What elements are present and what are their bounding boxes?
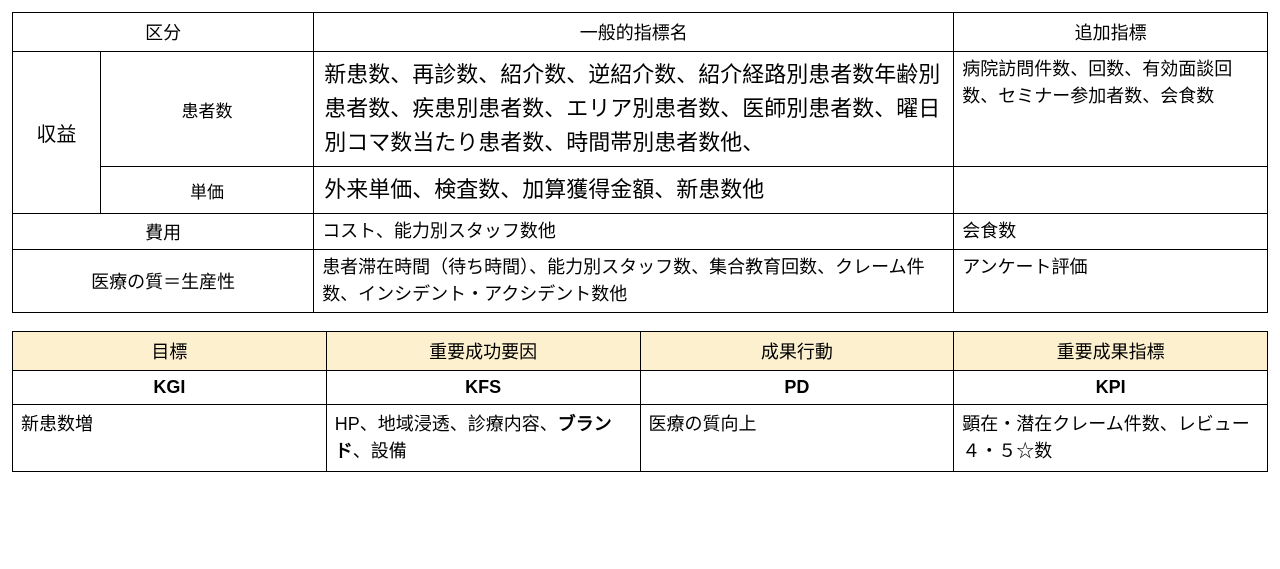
cat-cost: 費用 bbox=[13, 214, 314, 250]
kpi-header-jp-row: 目標 重要成功要因 成果行動 重要成果指標 bbox=[13, 332, 1268, 371]
cell-kpi: 顕在・潜在クレーム件数、レビュー４・５☆数 bbox=[954, 405, 1268, 472]
header-kfs-jp: 重要成功要因 bbox=[326, 332, 640, 371]
header-kgi-en: KGI bbox=[13, 371, 327, 405]
cat-patient-count: 患者数 bbox=[100, 52, 313, 167]
cell-additional: 病院訪問件数、回数、有効面談回数、セミナー参加者数、会食数 bbox=[954, 52, 1268, 167]
header-pd-jp: 成果行動 bbox=[640, 332, 954, 371]
cell-pd: 医療の質向上 bbox=[640, 405, 954, 472]
cat-revenue: 収益 bbox=[13, 52, 101, 214]
kpi-table: 目標 重要成功要因 成果行動 重要成果指標 KGI KFS PD KPI 新患数… bbox=[12, 331, 1268, 472]
header-category: 区分 bbox=[13, 13, 314, 52]
cell-additional: アンケート評価 bbox=[954, 250, 1268, 313]
header-goal-jp: 目標 bbox=[13, 332, 327, 371]
header-kfs-en: KFS bbox=[326, 371, 640, 405]
cell-additional: 会食数 bbox=[954, 214, 1268, 250]
kpi-header-en-row: KGI KFS PD KPI bbox=[13, 371, 1268, 405]
cat-quality: 医療の質＝生産性 bbox=[13, 250, 314, 313]
header-kpi-en: KPI bbox=[954, 371, 1268, 405]
table-row: 費用 コスト、能力別スタッフ数他 会食数 bbox=[13, 214, 1268, 250]
table-row: 医療の質＝生産性 患者滞在時間（待ち時間）、能力別スタッフ数、集合教育回数、クレ… bbox=[13, 250, 1268, 313]
cell-kfs: HP、地域浸透、診療内容、ブランド、設備 bbox=[326, 405, 640, 472]
table-row: 単価 外来単価、検査数、加算獲得金額、新患数他 bbox=[13, 167, 1268, 214]
cat-unit-price: 単価 bbox=[100, 167, 313, 214]
cell-additional bbox=[954, 167, 1268, 214]
kfs-text-prefix: HP、地域浸透、診療内容、 bbox=[335, 414, 558, 434]
cell-general: 新患数、再診数、紹介数、逆紹介数、紹介経路別患者数年齢別患者数、疾患別患者数、エ… bbox=[314, 52, 954, 167]
header-pd-en: PD bbox=[640, 371, 954, 405]
cell-general: 外来単価、検査数、加算獲得金額、新患数他 bbox=[314, 167, 954, 214]
indicators-table: 区分 一般的指標名 追加指標 収益 患者数 新患数、再診数、紹介数、逆紹介数、紹… bbox=[12, 12, 1268, 313]
header-additional: 追加指標 bbox=[954, 13, 1268, 52]
table-header-row: 区分 一般的指標名 追加指標 bbox=[13, 13, 1268, 52]
cell-general: 患者滞在時間（待ち時間）、能力別スタッフ数、集合教育回数、クレーム件数、インシデ… bbox=[314, 250, 954, 313]
cell-general: コスト、能力別スタッフ数他 bbox=[314, 214, 954, 250]
cell-kgi: 新患数増 bbox=[13, 405, 327, 472]
kfs-text-suffix: 、設備 bbox=[353, 441, 407, 461]
header-kpi-jp: 重要成果指標 bbox=[954, 332, 1268, 371]
table-row: 収益 患者数 新患数、再診数、紹介数、逆紹介数、紹介経路別患者数年齢別患者数、疾… bbox=[13, 52, 1268, 167]
kpi-data-row: 新患数増 HP、地域浸透、診療内容、ブランド、設備 医療の質向上 顕在・潜在クレ… bbox=[13, 405, 1268, 472]
header-general: 一般的指標名 bbox=[314, 13, 954, 52]
